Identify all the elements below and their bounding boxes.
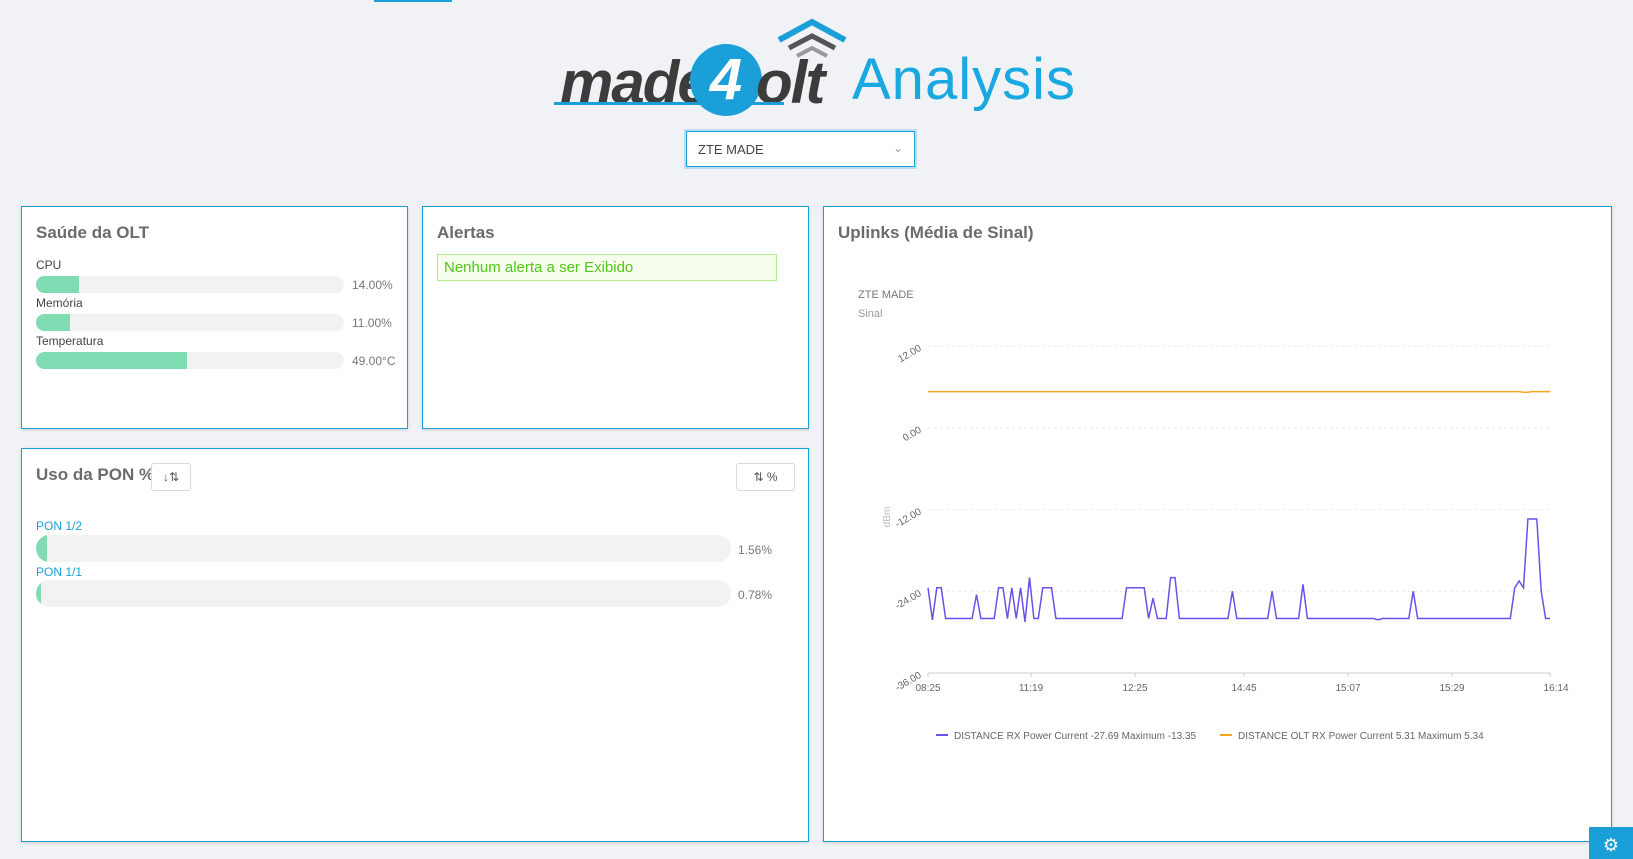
made4olt-logo: made 4 olt Analysis	[552, 18, 1082, 118]
sort-arrows-icon: ⇅	[753, 470, 764, 484]
memory-bar-fill	[36, 314, 70, 331]
olt-health-title: Saúde da OLT	[36, 223, 150, 242]
chevron-down-icon: ⌄	[892, 141, 903, 155]
temperature-value: 49.00°C	[352, 354, 396, 368]
y-tick-label: -24.00	[893, 588, 923, 612]
pon-1-2-bar	[36, 535, 731, 562]
x-tick-label: 15:29	[1439, 683, 1464, 694]
sort-by-percent-button[interactable]: ⇅ %	[736, 463, 795, 491]
olt-select-value: ZTE MADE	[698, 142, 764, 157]
series-line-2	[928, 390, 1550, 394]
x-tick-label: 08:25	[915, 683, 940, 694]
x-tick-label: 16:14	[1543, 683, 1568, 694]
pon-1-1-bar	[36, 580, 731, 607]
pon-1-2-label[interactable]: PON 1/2	[36, 519, 83, 533]
sort-order-button[interactable]: ↓⇅	[151, 463, 191, 491]
temperature-label: Temperatura	[36, 334, 104, 348]
pon-1-2-value: 1.56%	[738, 543, 773, 557]
pon-1-2-bar-fill	[36, 535, 47, 562]
pon-usage-card: Uso da PON % ↓⇅ ⇅ % PON 1/2 1.56% PON 1/…	[21, 448, 809, 842]
alerts-title: Alertas	[437, 223, 495, 242]
settings-button[interactable]: ⚙	[1589, 827, 1633, 859]
legend-entry-1: DISTANCE RX Power Current -27.69 Maximum…	[954, 731, 1197, 742]
memory-label: Memória	[36, 296, 83, 310]
no-alerts-message: Nenhum alerta a ser Exibido	[437, 254, 777, 281]
series-line-1	[927, 518, 1550, 622]
gear-icon: ⚙	[1602, 835, 1620, 855]
pon-1-1-bar-fill	[36, 580, 42, 607]
sort-icon: ↓⇅	[162, 470, 180, 484]
uplinks-title: Uplinks (Média de Sinal)	[838, 223, 1034, 242]
x-tick-label: 12:25	[1122, 683, 1147, 694]
sort-by-percent-label: %	[766, 470, 778, 484]
pon-usage-title: Uso da PON %	[36, 465, 155, 484]
cpu-bar	[36, 276, 344, 293]
cpu-label: CPU	[36, 258, 62, 272]
uplinks-signal-chart: ZTE MADESinal12.000.00-12.00-24.00-36.00…	[858, 289, 1569, 742]
active-tab-indicator	[374, 0, 452, 2]
memory-bar	[36, 314, 344, 331]
cpu-bar-fill	[36, 276, 80, 293]
y-tick-label: 12.00	[896, 343, 924, 365]
logo-underline	[554, 102, 784, 105]
olt-select[interactable]: ZTE MADE ⌄	[686, 131, 915, 167]
y-tick-label: 0.00	[901, 425, 924, 444]
cpu-value: 14.00%	[352, 278, 393, 292]
legend-entry-2: DISTANCE OLT RX Power Current 5.31 Maxim…	[1238, 731, 1484, 742]
pon-1-1-label[interactable]: PON 1/1	[36, 565, 83, 579]
chart-title: ZTE MADE	[858, 289, 914, 301]
temperature-bar	[36, 352, 344, 369]
y-tick-label: -12.00	[893, 506, 923, 530]
x-tick-label: 15:07	[1335, 683, 1360, 694]
chart-subtitle: Sinal	[858, 308, 882, 320]
memory-value: 11.00%	[352, 316, 392, 330]
x-tick-label: 14:45	[1231, 683, 1256, 694]
temperature-bar-fill	[36, 352, 187, 369]
olt-health-card: Saúde da OLT CPU 14.00% Memória 11.00% T…	[21, 206, 408, 429]
logo-four: 4	[690, 44, 762, 116]
logo-olt: olt	[756, 49, 825, 116]
alerts-card: Alertas Nenhum alerta a ser Exibido	[422, 206, 809, 429]
logo-analysis: Analysis	[852, 47, 1076, 112]
logo-made: made	[560, 49, 711, 116]
roof-icon	[777, 18, 847, 58]
uplinks-card: Uplinks (Média de Sinal) ZTE MADE Sinal 12…	[823, 206, 1612, 842]
x-tick-label: 11:19	[1019, 683, 1044, 694]
y-axis-label: dBm	[882, 507, 893, 528]
pon-1-1-value: 0.78%	[738, 588, 773, 602]
